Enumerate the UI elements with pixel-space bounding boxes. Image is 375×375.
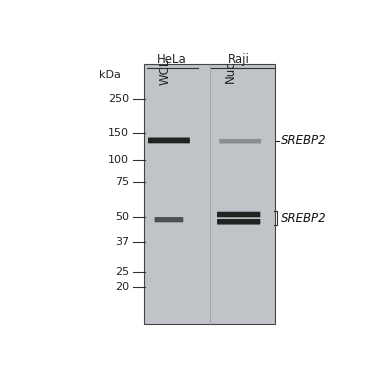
Text: Raji: Raji [228,53,250,66]
Text: 100: 100 [108,155,129,165]
FancyBboxPatch shape [148,138,190,143]
Text: 150: 150 [108,128,129,138]
Text: WCL: WCL [159,58,172,85]
Text: 25: 25 [115,267,129,277]
Text: 50: 50 [115,212,129,222]
FancyBboxPatch shape [217,219,260,225]
FancyBboxPatch shape [154,217,183,222]
Text: 20: 20 [115,282,129,292]
Bar [144,64,275,324]
Text: SREBP2: SREBP2 [281,211,327,225]
FancyBboxPatch shape [217,212,260,217]
Text: Nuc: Nuc [224,60,237,83]
FancyBboxPatch shape [219,139,261,144]
Text: kDa: kDa [99,70,121,80]
Text: SREBP2: SREBP2 [281,134,327,147]
Text: 75: 75 [115,177,129,187]
Text: HeLa: HeLa [157,53,187,66]
Text: 37: 37 [115,237,129,247]
Text: 250: 250 [108,94,129,104]
